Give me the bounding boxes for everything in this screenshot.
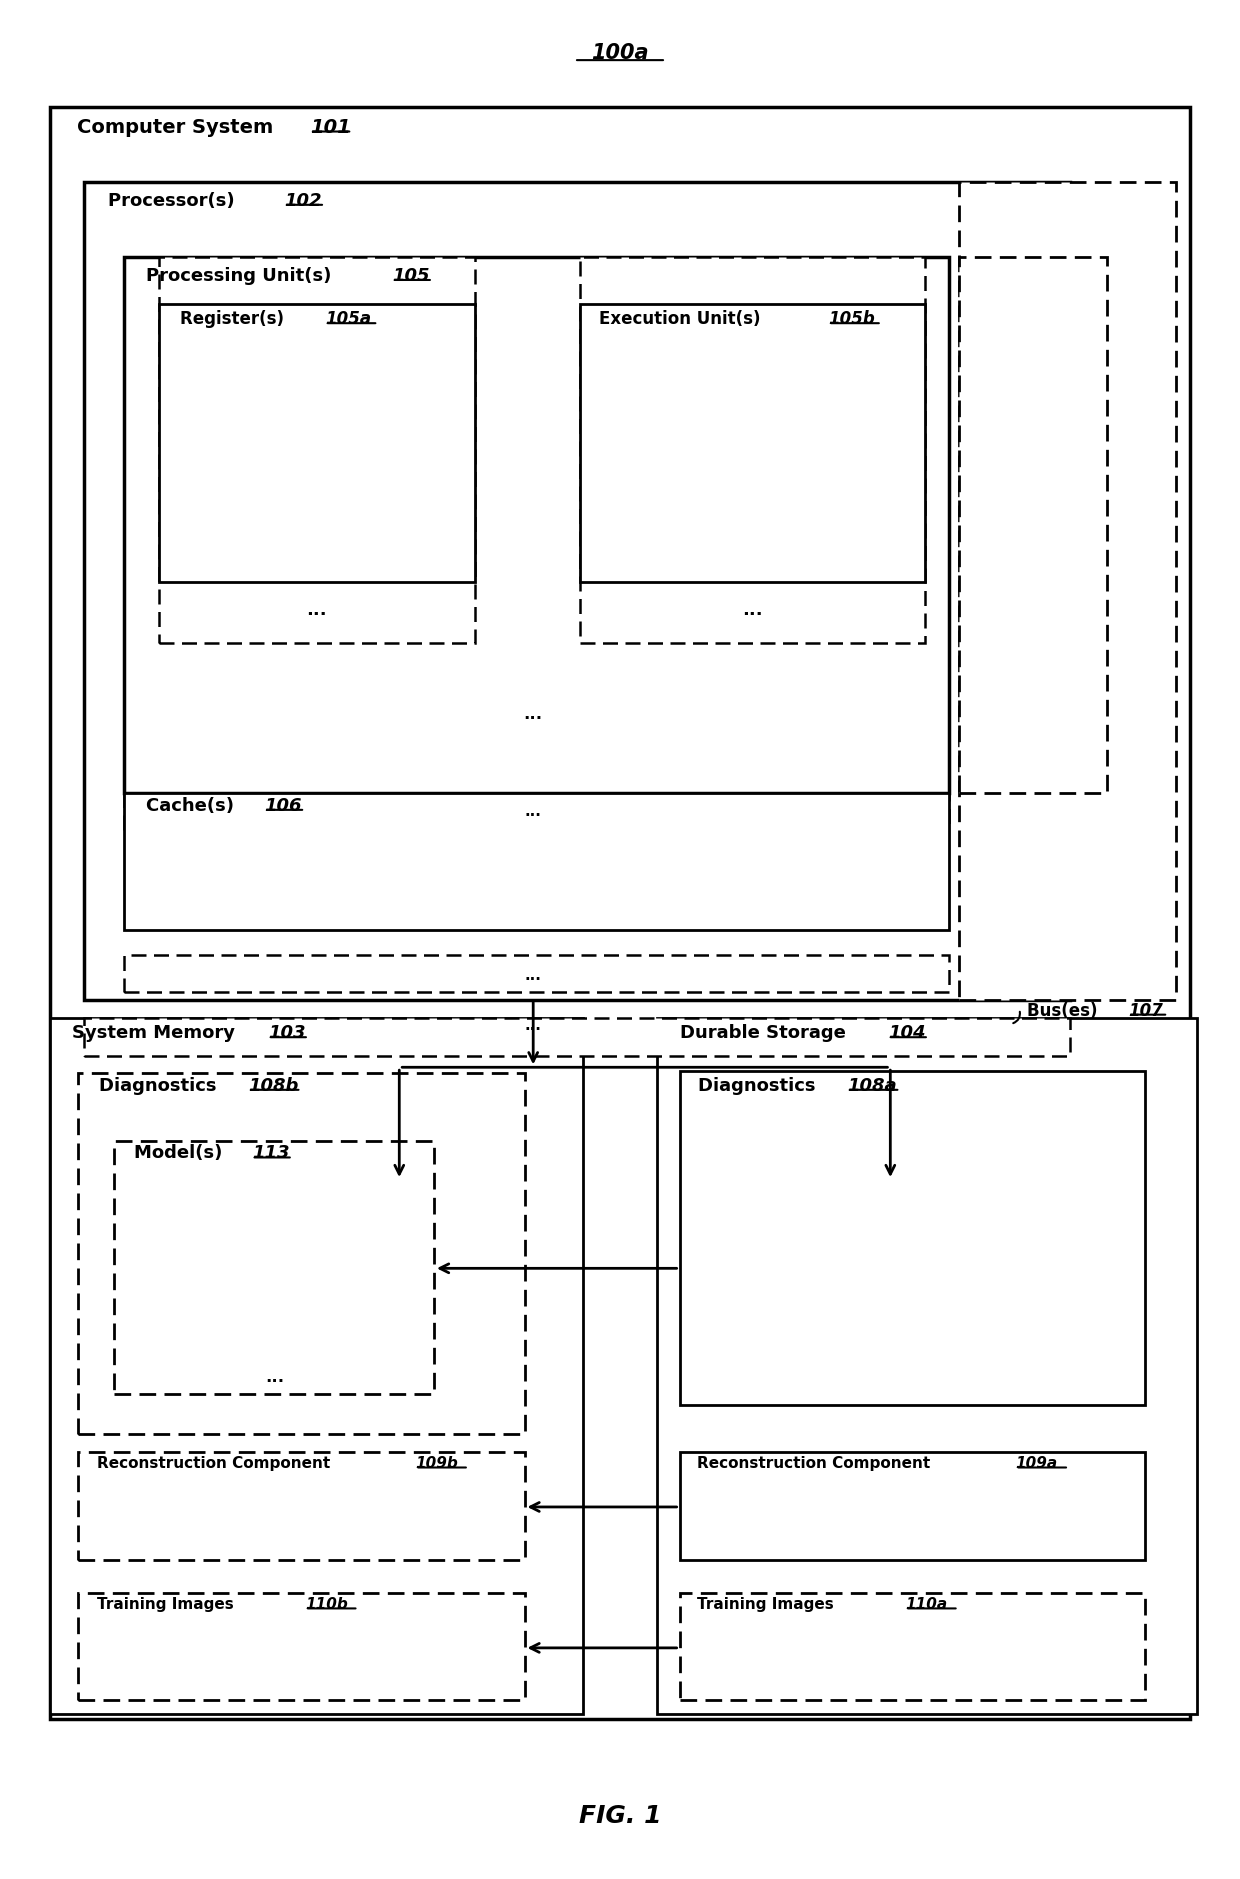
Text: ...: ... xyxy=(525,804,542,819)
Text: 105: 105 xyxy=(392,267,429,286)
Text: Cache(s): Cache(s) xyxy=(146,797,241,815)
Text: 105a: 105a xyxy=(325,310,371,329)
Text: 103: 103 xyxy=(268,1024,305,1043)
Text: 106: 106 xyxy=(264,797,301,815)
Text: 108a: 108a xyxy=(847,1077,897,1095)
Text: Bus(es): Bus(es) xyxy=(1027,1002,1102,1020)
Bar xyxy=(78,1073,525,1434)
Text: Training Images: Training Images xyxy=(697,1597,839,1612)
Text: ...: ... xyxy=(265,1368,285,1387)
Bar xyxy=(959,257,1107,793)
Text: Durable Storage: Durable Storage xyxy=(680,1024,852,1043)
Bar xyxy=(680,1071,1145,1405)
Bar xyxy=(50,1018,583,1714)
Text: Execution Unit(s): Execution Unit(s) xyxy=(599,310,766,329)
Bar xyxy=(680,1593,1145,1700)
Bar xyxy=(657,1018,1197,1714)
Text: Computer System: Computer System xyxy=(77,118,280,137)
Bar xyxy=(580,257,925,643)
Text: 104: 104 xyxy=(888,1024,925,1043)
Text: 110a: 110a xyxy=(905,1597,947,1612)
Text: 109b: 109b xyxy=(415,1456,458,1471)
Bar xyxy=(159,304,475,582)
Bar xyxy=(78,1452,525,1560)
Text: 108b: 108b xyxy=(248,1077,299,1095)
Text: FIG. 1: FIG. 1 xyxy=(579,1804,661,1828)
Text: Diagnostics: Diagnostics xyxy=(698,1077,822,1095)
Text: Training Images: Training Images xyxy=(97,1597,239,1612)
Text: ...: ... xyxy=(743,601,763,620)
Text: Register(s): Register(s) xyxy=(180,310,290,329)
Text: ...: ... xyxy=(306,601,326,620)
Bar xyxy=(84,182,1070,1000)
Bar xyxy=(124,955,949,992)
Text: Processing Unit(s): Processing Unit(s) xyxy=(146,267,339,286)
Text: 110b: 110b xyxy=(305,1597,347,1612)
Bar xyxy=(124,257,949,793)
Text: 107: 107 xyxy=(1128,1002,1163,1020)
Bar xyxy=(680,1452,1145,1560)
Text: 102: 102 xyxy=(284,192,321,210)
Text: Processor(s): Processor(s) xyxy=(108,192,241,210)
Text: ...: ... xyxy=(525,968,542,983)
Text: ...: ... xyxy=(525,1018,542,1033)
Text: 105b: 105b xyxy=(828,310,875,329)
Text: 101: 101 xyxy=(310,118,351,137)
Bar xyxy=(114,1141,434,1394)
Bar xyxy=(159,257,475,643)
Text: 100a: 100a xyxy=(591,43,649,64)
Text: Reconstruction Component: Reconstruction Component xyxy=(97,1456,335,1471)
Bar xyxy=(84,1018,1070,1056)
Bar xyxy=(580,304,925,582)
Text: 109a: 109a xyxy=(1016,1456,1058,1471)
Bar xyxy=(959,182,1176,1000)
Text: ...: ... xyxy=(523,705,543,723)
Bar xyxy=(124,793,949,831)
Bar xyxy=(78,1593,525,1700)
Bar xyxy=(50,107,1190,1719)
Text: Model(s): Model(s) xyxy=(134,1144,228,1163)
Text: Reconstruction Component: Reconstruction Component xyxy=(697,1456,935,1471)
Bar xyxy=(124,793,949,930)
Text: 113: 113 xyxy=(252,1144,289,1163)
Text: System Memory: System Memory xyxy=(72,1024,241,1043)
Text: Diagnostics: Diagnostics xyxy=(99,1077,223,1095)
